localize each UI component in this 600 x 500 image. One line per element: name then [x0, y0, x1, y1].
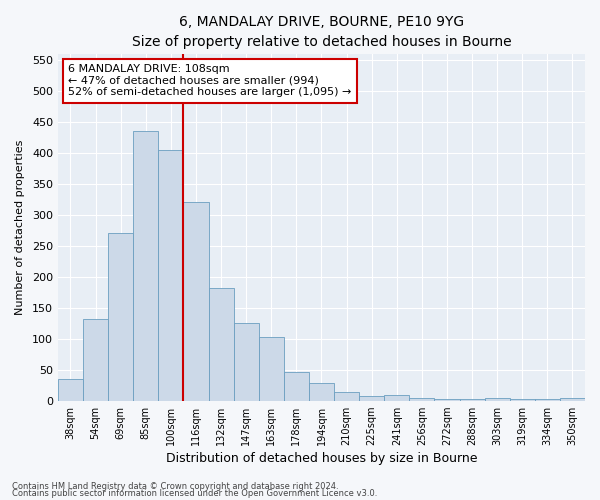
Y-axis label: Number of detached properties: Number of detached properties [15, 140, 25, 315]
X-axis label: Distribution of detached houses by size in Bourne: Distribution of detached houses by size … [166, 452, 477, 465]
Bar [133, 132, 158, 400]
Text: Contains public sector information licensed under the Open Government Licence v3: Contains public sector information licen… [12, 489, 377, 498]
Bar [209, 288, 233, 401]
Bar [108, 234, 133, 400]
Bar [58, 379, 83, 400]
Bar [334, 392, 359, 400]
Bar [510, 399, 535, 400]
Bar [309, 384, 334, 400]
Bar [284, 372, 309, 400]
Bar [409, 398, 434, 400]
Bar [384, 394, 409, 400]
Bar [158, 150, 184, 401]
Title: 6, MANDALAY DRIVE, BOURNE, PE10 9YG
Size of property relative to detached houses: 6, MANDALAY DRIVE, BOURNE, PE10 9YG Size… [131, 15, 511, 48]
Bar [535, 399, 560, 400]
Text: Contains HM Land Registry data © Crown copyright and database right 2024.: Contains HM Land Registry data © Crown c… [12, 482, 338, 491]
Bar [83, 319, 108, 400]
Bar [560, 398, 585, 400]
Bar [259, 337, 284, 400]
Bar [434, 399, 460, 400]
Text: 6 MANDALAY DRIVE: 108sqm
← 47% of detached houses are smaller (994)
52% of semi-: 6 MANDALAY DRIVE: 108sqm ← 47% of detach… [68, 64, 352, 98]
Bar [233, 324, 259, 400]
Bar [460, 399, 485, 400]
Bar [359, 396, 384, 400]
Bar [485, 398, 510, 400]
Bar [184, 202, 209, 400]
